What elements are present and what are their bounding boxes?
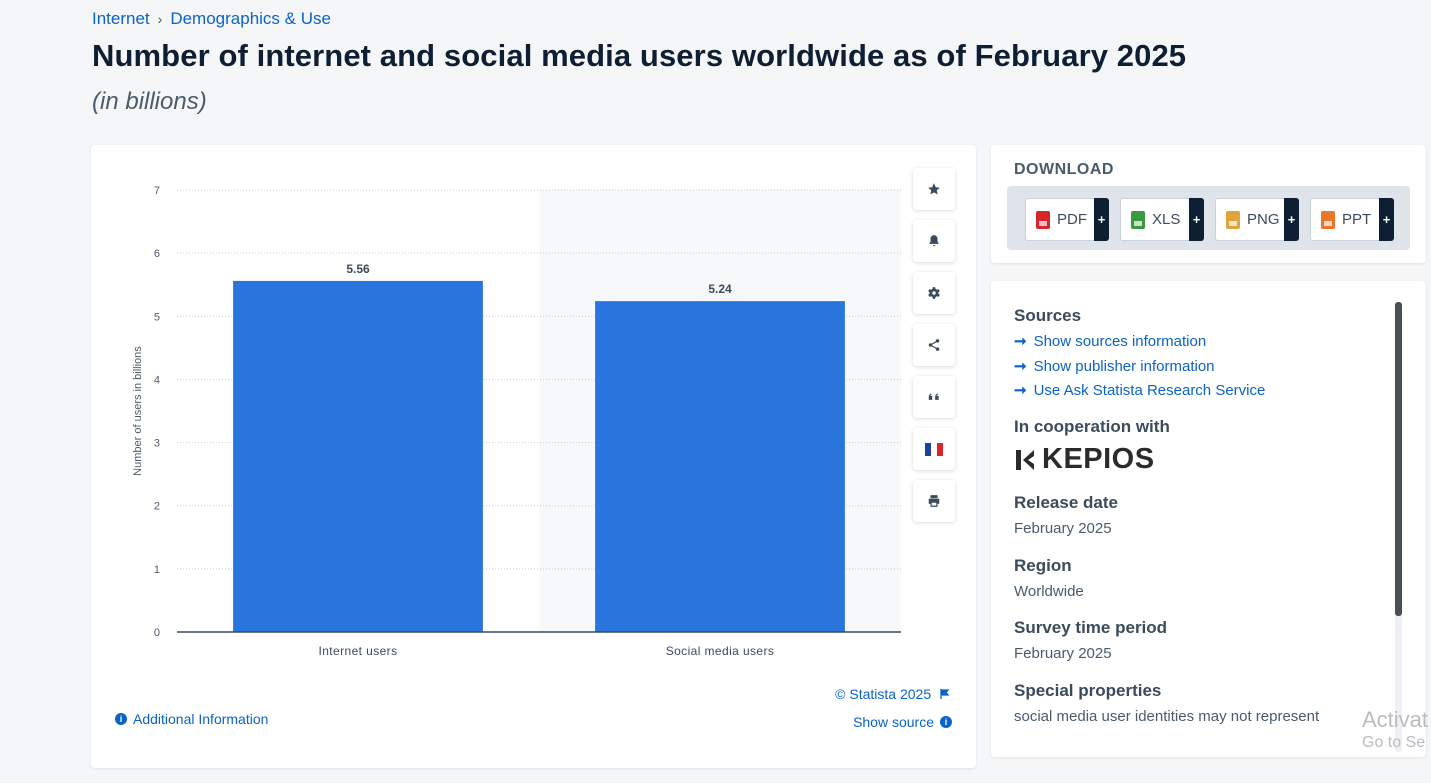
download-card: DOWNLOAD PDF + XLS + PNG + PPT + <box>991 145 1426 263</box>
bar-chart: 0 1 2 3 4 5 6 7 Number of users in billions 5.56 I… <box>132 185 901 658</box>
kepios-logo: KEPIOS <box>1014 443 1155 476</box>
breadcrumb-separator: › <box>157 11 163 27</box>
download-label: PNG <box>1247 211 1280 228</box>
arrow-right-icon: ➞ <box>1014 382 1027 399</box>
png-file-icon <box>1226 210 1240 229</box>
region-heading: Region <box>1014 556 1072 575</box>
data-label: 5.24 <box>708 282 732 296</box>
gear-icon <box>928 287 940 299</box>
info-scrollbar[interactable] <box>1395 302 1402 752</box>
info-icon: i <box>940 716 952 728</box>
info-card: Sources ➞ Show sources information ➞ Sho… <box>991 281 1426 757</box>
watermark-line2: Go to Se <box>1362 734 1426 752</box>
arrow-right-icon: ➞ <box>1014 333 1027 350</box>
bar <box>595 301 845 632</box>
y-tick-label: 6 <box>154 248 160 260</box>
x-tick-label: Internet users <box>319 644 398 658</box>
show-source-label: Show source <box>853 714 934 730</box>
language-button[interactable] <box>913 428 955 470</box>
activation-watermark: Activat Go to Se <box>1362 707 1429 752</box>
chart-card: 0 1 2 3 4 5 6 7 Number of users in billions 5.56 I… <box>91 145 976 768</box>
credit-text: © Statista 2025 <box>835 686 932 702</box>
show-publisher-link[interactable]: ➞ Show publisher information <box>1014 357 1215 376</box>
share-icon <box>928 339 940 351</box>
survey-period-value: February 2025 <box>1014 645 1112 662</box>
y-tick-label: 5 <box>154 311 160 323</box>
link-label: Show publisher information <box>1033 357 1215 375</box>
release-date-value: February 2025 <box>1014 520 1112 537</box>
breadcrumb: Internet › Demographics & Use <box>92 9 331 29</box>
download-bar: PDF + XLS + PNG + PPT + <box>1007 186 1410 250</box>
y-tick-label: 1 <box>154 564 160 576</box>
download-png-button[interactable]: PNG + <box>1215 198 1299 241</box>
download-heading: DOWNLOAD <box>1014 161 1114 178</box>
scrollbar-thumb[interactable] <box>1395 302 1402 616</box>
plus-icon[interactable]: + <box>1094 198 1109 241</box>
y-tick-label: 3 <box>154 438 160 450</box>
y-tick-label: 4 <box>154 374 160 386</box>
y-tick-label: 7 <box>154 185 160 197</box>
y-tick-label: 0 <box>154 627 160 639</box>
y-tick-label: 2 <box>154 501 160 513</box>
plus-icon[interactable]: + <box>1284 198 1299 241</box>
kepios-mark-icon <box>1016 449 1034 470</box>
bookmark-button[interactable] <box>913 168 955 210</box>
print-icon <box>928 495 940 507</box>
show-source-link[interactable]: Show source i <box>853 714 952 730</box>
arrow-right-icon: ➞ <box>1014 358 1027 375</box>
page-title: Number of internet and social media user… <box>92 38 1187 73</box>
link-label: Use Ask Statista Research Service <box>1033 381 1266 399</box>
kepios-wordmark: KEPIOS <box>1042 443 1155 475</box>
xls-file-icon <box>1131 210 1145 229</box>
print-button[interactable] <box>913 480 955 522</box>
download-label: PDF <box>1057 211 1087 228</box>
download-label: XLS <box>1152 211 1181 228</box>
additional-info-link[interactable]: i Additional Information <box>115 711 268 727</box>
french-flag-icon <box>925 442 943 456</box>
share-button[interactable] <box>913 324 955 366</box>
show-sources-link[interactable]: ➞ Show sources information <box>1014 332 1207 351</box>
notification-button[interactable] <box>913 220 955 262</box>
settings-button[interactable] <box>913 272 955 314</box>
plus-icon[interactable]: + <box>1189 198 1204 241</box>
watermark-line1: Activat <box>1362 707 1429 732</box>
y-axis-label: Number of users in billions <box>132 346 144 476</box>
release-date-heading: Release date <box>1014 493 1118 512</box>
page-subtitle: (in billions) <box>92 88 207 115</box>
data-label: 5.56 <box>346 262 370 276</box>
plus-icon[interactable]: + <box>1379 198 1394 241</box>
pdf-file-icon <box>1036 210 1050 229</box>
x-tick-label: Social media users <box>666 644 775 658</box>
ppt-file-icon <box>1321 210 1335 229</box>
additional-info-label: Additional Information <box>133 711 269 727</box>
download-pdf-button[interactable]: PDF + <box>1025 198 1109 241</box>
star-icon <box>928 183 940 195</box>
special-properties-value: social media user identities may not rep… <box>1014 708 1320 725</box>
cooperation-heading: In cooperation with <box>1014 417 1170 436</box>
ask-statista-link[interactable]: ➞ Use Ask Statista Research Service <box>1014 381 1266 400</box>
bell-icon <box>929 235 939 247</box>
download-ppt-button[interactable]: PPT + <box>1310 198 1394 241</box>
link-label: Show sources information <box>1033 332 1207 350</box>
special-properties-heading: Special properties <box>1014 681 1162 700</box>
info-icon: i <box>115 713 127 725</box>
quote-icon <box>928 393 939 400</box>
sources-heading: Sources <box>1014 306 1082 325</box>
statista-credit[interactable]: © Statista 2025 <box>835 686 950 702</box>
breadcrumb-internet[interactable]: Internet <box>92 9 150 28</box>
download-label: PPT <box>1342 211 1372 228</box>
flag-icon <box>940 689 950 699</box>
region-value: Worldwide <box>1014 583 1084 600</box>
download-xls-button[interactable]: XLS + <box>1120 198 1204 241</box>
bar <box>233 280 483 632</box>
survey-period-heading: Survey time period <box>1014 618 1168 637</box>
breadcrumb-demographics[interactable]: Demographics & Use <box>170 9 331 28</box>
cite-button[interactable] <box>913 376 955 418</box>
